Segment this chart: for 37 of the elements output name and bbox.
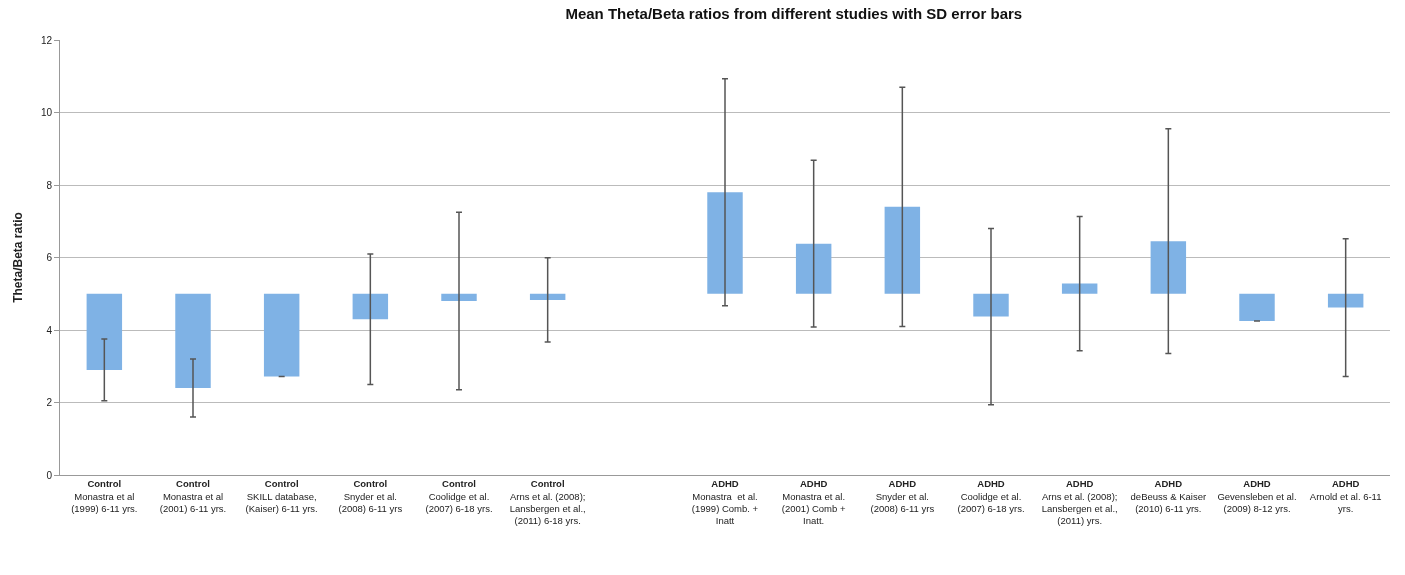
y-tick-label: 0 <box>46 469 53 481</box>
x-tick-label: ADHD Arnold et al. 6-11 yrs. <box>1309 478 1382 515</box>
x-tick-label: Control Snyder et al. (2008) 6-11 yrs <box>338 478 403 515</box>
x-tick-label: Control Arns et al. (2008); Lansbergen et al., (2011) 6-18 yrs. <box>509 478 586 527</box>
x-tick-label: ADHD Coolidge et al. (2007) 6-18 yrs. <box>957 478 1025 515</box>
x-tick-label: ADHD Arns et al. (2008); Lansbergen et al., (2011) yrs. <box>1041 478 1118 527</box>
y-tick-label: 2 <box>46 397 53 408</box>
x-tick-label: ADHD Snyder et al. (2008) 6-11 yrs <box>870 478 935 515</box>
y-tick-label: 12 <box>40 34 53 46</box>
bar <box>973 293 1009 317</box>
y-axis-title: Theta/Beta ratio <box>11 212 26 303</box>
bar <box>529 293 566 300</box>
x-tick-label: ADHD deBeuss & Kaiser (2010) 6-11 yrs. <box>1130 478 1207 515</box>
bar <box>1239 293 1275 321</box>
y-tick-label: 10 <box>40 107 53 118</box>
bar <box>707 192 743 294</box>
x-tick-label: ADHD Monastra et al. (2001) Comb + Inatt. <box>781 478 846 527</box>
x-tick-label: Control Coolidge et al. (2007) 6-18 yrs. <box>425 478 493 515</box>
bar <box>1150 241 1187 294</box>
y-tick-label: 8 <box>46 179 53 191</box>
y-tick-label: 6 <box>46 252 53 263</box>
bar <box>441 293 477 301</box>
x-tick-label: Control SKILL database, (Kaiser) 6-11 yrs. <box>245 478 318 515</box>
bar <box>263 293 300 377</box>
bar <box>86 293 123 370</box>
bar <box>175 293 211 388</box>
chart-title: Mean Theta/Beta ratios from different studies with SD error bars <box>565 5 1023 23</box>
x-tick-label: ADHD Gevensleben et al. (2009) 8-12 yrs. <box>1217 478 1297 515</box>
bar <box>1061 283 1098 294</box>
x-tick-label: Control Monastra et al (1999) 6-11 yrs. <box>71 478 138 515</box>
bar <box>795 243 832 294</box>
bar <box>884 206 921 294</box>
bar <box>1327 293 1364 308</box>
x-tick-label: ADHD Monastra et al. (1999) Comb. + Inatt <box>691 478 759 527</box>
y-tick-label: 4 <box>46 324 53 336</box>
bar <box>352 293 389 320</box>
x-tick-label: Control Monastra et al (2001) 6-11 yrs. <box>159 478 227 515</box>
